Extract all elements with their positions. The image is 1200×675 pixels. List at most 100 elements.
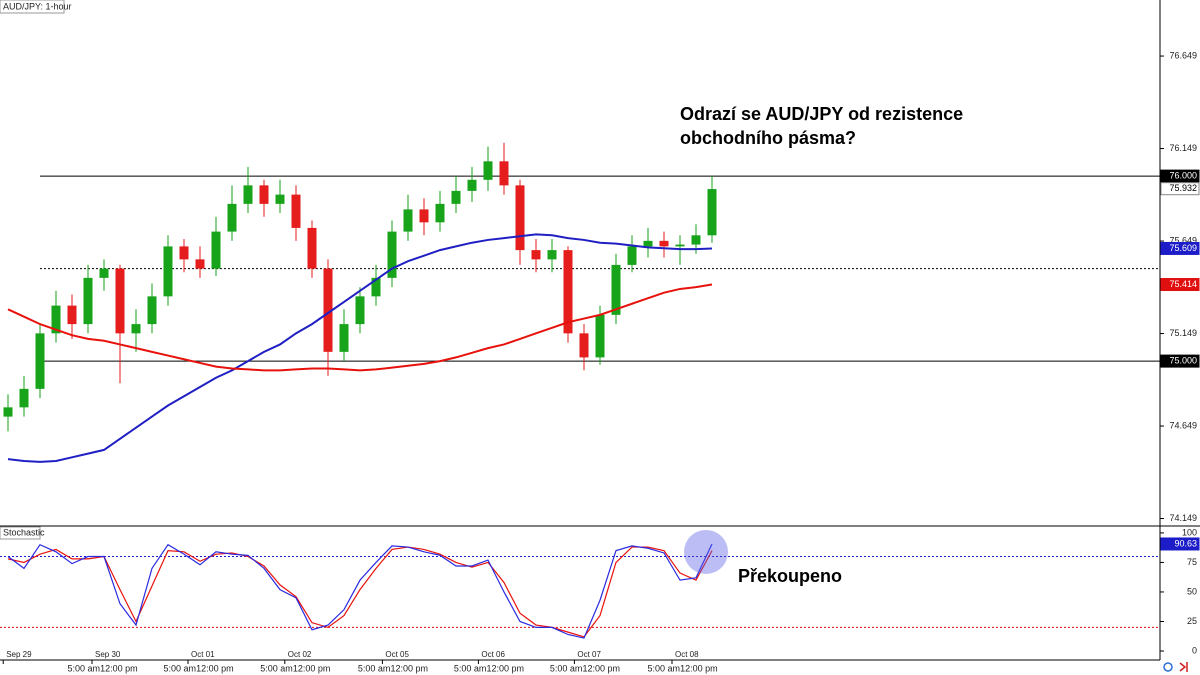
candle-body bbox=[179, 246, 189, 260]
icon[interactable] bbox=[1179, 662, 1188, 672]
time-tick-label: 12:00 pm bbox=[680, 663, 718, 673]
time-tick-label: 5:00 am bbox=[260, 663, 293, 673]
candle-body bbox=[435, 203, 445, 223]
time-tick-label: 5:00 am bbox=[67, 663, 100, 673]
time-tick-label: 12:00 pm bbox=[100, 663, 138, 673]
candle-body bbox=[355, 296, 365, 325]
moving-average bbox=[7, 283, 713, 372]
x-tick-label: Sep 30 bbox=[95, 650, 121, 659]
moving-average bbox=[7, 233, 713, 463]
candle-body bbox=[35, 333, 45, 389]
y-tick-label: 0 bbox=[1192, 645, 1197, 655]
candle-body bbox=[243, 185, 253, 204]
candle-body bbox=[195, 259, 205, 269]
y-tick-label: 75 bbox=[1187, 557, 1197, 567]
candle-body bbox=[307, 227, 317, 269]
candle-body bbox=[499, 161, 509, 186]
candle-body bbox=[147, 296, 157, 325]
time-tick-label: 12:00 pm bbox=[390, 663, 428, 673]
toolbar-icons[interactable] bbox=[1163, 662, 1188, 672]
time-tick-label: 5:00 am bbox=[454, 663, 487, 673]
highlight bbox=[684, 529, 728, 574]
candle-body bbox=[323, 268, 333, 352]
title-box bbox=[0, 0, 65, 14]
candle-body bbox=[611, 264, 621, 315]
y-tick-label: 25 bbox=[1187, 616, 1197, 626]
candle-body bbox=[163, 246, 173, 297]
candle-body bbox=[131, 324, 141, 334]
candle-body bbox=[579, 333, 589, 358]
stochastic-line bbox=[7, 546, 713, 638]
y-tick-label: 74.149 bbox=[1169, 513, 1197, 523]
candle-body bbox=[99, 268, 109, 278]
candle-body bbox=[515, 185, 525, 251]
x-tick-label: Sep 29 bbox=[6, 650, 32, 659]
candle-body bbox=[403, 209, 413, 232]
price-tag-label: 75.932 bbox=[1169, 183, 1197, 193]
y-tick-label: 76.649 bbox=[1169, 50, 1197, 60]
candle-body bbox=[67, 305, 77, 325]
candle-body bbox=[387, 231, 397, 278]
annotation: Překoupeno bbox=[738, 566, 842, 586]
candle-body bbox=[259, 185, 269, 204]
stochastic-line bbox=[7, 543, 713, 639]
annotation: obchodního pásma? bbox=[680, 128, 856, 148]
y-tick-label: 100 bbox=[1182, 527, 1197, 537]
candle-body bbox=[211, 231, 221, 269]
annotation: Odrazí se AUD/JPY od rezistence bbox=[680, 104, 963, 124]
time-tick-label: 5:00 am bbox=[358, 663, 391, 673]
x-tick-label: Oct 05 bbox=[385, 650, 409, 659]
time-tick-label: 5:00 am bbox=[647, 663, 680, 673]
price-tag bbox=[1160, 241, 1200, 255]
candle-body bbox=[707, 189, 717, 236]
price-tag bbox=[1160, 182, 1200, 196]
x-tick-label: Oct 06 bbox=[481, 650, 505, 659]
candle-body bbox=[675, 244, 685, 247]
price-tag bbox=[1160, 278, 1200, 292]
price-tag bbox=[1160, 169, 1200, 183]
y-tick-label: 76.149 bbox=[1169, 143, 1197, 153]
price-tag-label: 75.609 bbox=[1169, 243, 1197, 253]
time-tick-label: 12:00 pm bbox=[486, 663, 524, 673]
candle-body bbox=[451, 190, 461, 204]
candle-body bbox=[595, 314, 605, 358]
candle-body bbox=[51, 305, 61, 334]
time-tick-label: 12:00 pm bbox=[293, 663, 331, 673]
time-tick-label: 5:00 am bbox=[550, 663, 583, 673]
time-tick-label: 5:00 am bbox=[163, 663, 196, 673]
price-tag-label: 75.414 bbox=[1169, 279, 1197, 289]
x-tick-label: Oct 02 bbox=[288, 650, 312, 659]
icon[interactable] bbox=[1163, 662, 1173, 672]
x-tick-label: Oct 01 bbox=[191, 650, 215, 659]
candle-body bbox=[19, 388, 29, 408]
candle-body bbox=[291, 194, 301, 228]
candle-body bbox=[659, 240, 669, 247]
time-tick-label: 12:00 pm bbox=[196, 663, 234, 673]
candle-body bbox=[563, 250, 573, 334]
price-tag-label: 90.63 bbox=[1174, 538, 1197, 548]
candle-body bbox=[483, 161, 493, 180]
candle-body bbox=[691, 235, 701, 245]
candle-body bbox=[83, 277, 93, 325]
y-tick-label: 50 bbox=[1187, 586, 1197, 596]
price-tag-label: 76.000 bbox=[1169, 170, 1197, 180]
stoch-title-box bbox=[0, 526, 41, 540]
candle-body bbox=[531, 250, 541, 260]
y-tick-label: 75.149 bbox=[1169, 328, 1197, 338]
candle-body bbox=[3, 407, 13, 417]
price-tag bbox=[1160, 537, 1200, 551]
candle-body bbox=[371, 277, 381, 297]
y-tick-label: 75.649 bbox=[1169, 235, 1197, 245]
x-tick-label: Oct 08 bbox=[675, 650, 699, 659]
price-tag bbox=[1160, 354, 1200, 368]
candle-body bbox=[115, 268, 125, 334]
price-tag-label: 75.000 bbox=[1169, 355, 1197, 365]
candle-body bbox=[547, 250, 557, 260]
candle-body bbox=[467, 179, 477, 191]
candle-body bbox=[227, 203, 237, 232]
candle-body bbox=[419, 209, 429, 223]
candle-body bbox=[627, 246, 637, 265]
x-tick-label: Oct 07 bbox=[577, 650, 601, 659]
time-tick-label: 12:00 pm bbox=[582, 663, 620, 673]
